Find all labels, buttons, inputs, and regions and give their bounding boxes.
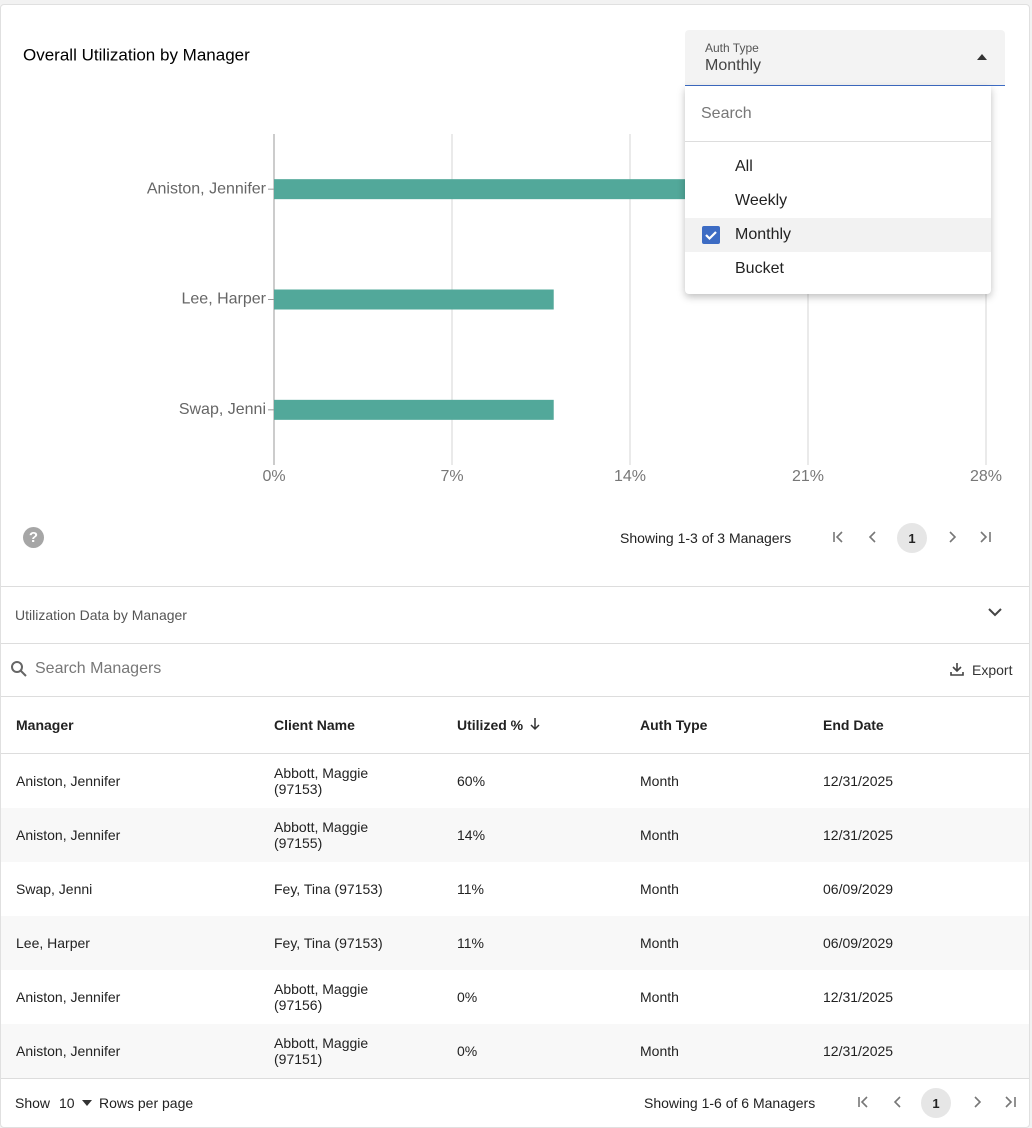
divider bbox=[1, 696, 1029, 697]
table-cell: 0% bbox=[457, 989, 478, 1005]
table-cell: 14% bbox=[457, 827, 486, 843]
chart-pagination-summary: Showing 1-3 of 3 Managers bbox=[620, 530, 792, 546]
x-tick-label: 28% bbox=[970, 468, 1002, 485]
column-header[interactable]: Manager bbox=[16, 717, 74, 733]
card: Overall Utilization by Manager 0% 7% 14% 21… bbox=[0, 4, 1030, 1128]
y-tick-label: Lee, Harper bbox=[182, 291, 267, 308]
x-tick-label: 21% bbox=[792, 468, 824, 485]
table-cell: 06/09/2029 bbox=[823, 881, 894, 897]
table-page[interactable]: 1 bbox=[921, 1088, 951, 1118]
table-cell: 11% bbox=[457, 881, 484, 897]
option-label: Monthly bbox=[735, 226, 792, 243]
table-row: Aniston, Jennifer Abbott, Maggie (97156) 0… bbox=[1, 970, 1029, 1024]
rows-per-page-label: Rows per page bbox=[99, 1095, 194, 1111]
table-row: Aniston, Jennifer Abbott, Maggie (97155) 1… bbox=[1, 808, 1029, 862]
table-cell: 0% bbox=[457, 1043, 478, 1059]
bar bbox=[274, 399, 554, 420]
auth-type-select[interactable]: Auth Type Monthly bbox=[685, 30, 1005, 86]
table-cell: Month bbox=[640, 989, 679, 1005]
divider bbox=[1, 1078, 1029, 1079]
bar bbox=[274, 289, 554, 310]
table-row: Swap, Jenni Fey, Tina (97153) 11% Month 06/0… bbox=[1, 862, 1029, 916]
table-cell: Swap, Jenni bbox=[16, 881, 93, 897]
table-pagination-summary: Showing 1-6 of 6 Managers bbox=[644, 1095, 816, 1111]
table-pager-icons[interactable] bbox=[856, 1095, 1021, 1109]
column-header[interactable]: End Date bbox=[823, 717, 884, 733]
table-cell: 12/31/2025 bbox=[823, 773, 894, 789]
bar bbox=[274, 179, 745, 200]
column-header[interactable]: Auth Type bbox=[640, 717, 708, 733]
table-cell: Fey, Tina (97153) bbox=[274, 881, 383, 897]
table-cell: 12/31/2025 bbox=[823, 989, 894, 1005]
menu-option[interactable]: All bbox=[685, 150, 991, 184]
chart-title: Overall Utilization by Manager bbox=[23, 45, 250, 64]
divider bbox=[1, 643, 1029, 644]
sort-icon bbox=[529, 717, 541, 734]
table-cell: Aniston, Jennifer bbox=[16, 1043, 121, 1059]
export-icon bbox=[950, 663, 964, 676]
x-tick-label: 0% bbox=[262, 468, 285, 485]
table-row: Aniston, Jennifer Abbott, Maggie (97151) 0… bbox=[1, 1024, 1029, 1078]
table-cell: Fey, Tina (97153) bbox=[274, 935, 383, 951]
table-cell: 06/09/2029 bbox=[823, 935, 894, 951]
show-label: Show bbox=[15, 1095, 51, 1111]
option-label: All bbox=[735, 158, 753, 175]
check bbox=[705, 231, 717, 241]
table-cell: Month bbox=[640, 935, 679, 951]
caret-down bbox=[82, 1100, 92, 1106]
x-tick-label: 14% bbox=[614, 468, 646, 485]
table-cell: Month bbox=[640, 773, 679, 789]
table-cell: 12/31/2025 bbox=[823, 1043, 894, 1059]
chart: Overall Utilization by Manager 0% 7% 14% 21… bbox=[23, 45, 1002, 485]
y-tick-label: Aniston, Jennifer bbox=[147, 180, 267, 197]
table-cell: Aniston, Jennifer bbox=[16, 827, 121, 843]
menu-option[interactable]: Weekly bbox=[685, 184, 991, 218]
column-header[interactable]: Utilized % bbox=[457, 717, 524, 733]
column-header[interactable]: Client Name bbox=[274, 717, 355, 733]
table-row: Lee, Harper Fey, Tina (97153) 11% Month 06/0… bbox=[1, 916, 1029, 970]
menu-search[interactable]: Search bbox=[701, 105, 752, 122]
divider bbox=[685, 141, 991, 142]
table-cell: Abbott, Maggie (97155) bbox=[274, 819, 369, 851]
table-cell: Aniston, Jennifer bbox=[16, 989, 121, 1005]
checkbox-checked bbox=[702, 226, 720, 244]
table-cell: Aniston, Jennifer bbox=[16, 773, 121, 789]
sort-arrow bbox=[530, 718, 540, 731]
table-cell: Month bbox=[640, 827, 679, 843]
select-label: Auth Type bbox=[705, 41, 759, 55]
table-cell: Abbott, Maggie (97151) bbox=[274, 1035, 369, 1067]
search-managers[interactable]: Search Managers bbox=[35, 660, 162, 677]
table-cell: Month bbox=[640, 1043, 679, 1059]
menu-option[interactable]: Bucket bbox=[685, 252, 991, 286]
chart-page[interactable]: 1 bbox=[897, 523, 927, 553]
divider bbox=[1, 586, 1029, 587]
help-icon[interactable]: ? bbox=[23, 527, 44, 548]
search-icon bbox=[11, 661, 27, 677]
y-tick-label: Swap, Jenni bbox=[179, 401, 266, 418]
select-value: Monthly bbox=[705, 57, 762, 74]
export-button[interactable]: Export bbox=[972, 662, 1013, 678]
chart-pager-icons[interactable] bbox=[831, 530, 996, 544]
option-label: Bucket bbox=[735, 260, 784, 277]
table-row: Aniston, Jennifer Abbott, Maggie (97153) 6… bbox=[1, 754, 1029, 808]
option-label: Weekly bbox=[735, 192, 788, 209]
caret-up bbox=[977, 54, 987, 60]
table-cell: 12/31/2025 bbox=[823, 827, 894, 843]
table-cell: Lee, Harper bbox=[16, 935, 90, 951]
table-header: Manager Client Name Utilized % Auth Type End… bbox=[1, 697, 1029, 754]
table-cell: Abbott, Maggie (97156) bbox=[274, 981, 369, 1013]
table-cell: 60% bbox=[457, 773, 486, 789]
x-tick-label: 7% bbox=[440, 468, 463, 485]
menu-option[interactable]: Monthly bbox=[685, 218, 991, 252]
table-cell: Month bbox=[640, 881, 679, 897]
expand-icon[interactable] bbox=[988, 608, 1002, 617]
table-cell: 11% bbox=[457, 935, 484, 951]
table-cell: Abbott, Maggie (97153) bbox=[274, 765, 369, 797]
rows-per-page-select[interactable]: 10 bbox=[59, 1095, 75, 1111]
section-title: Utilization Data by Manager bbox=[15, 607, 187, 623]
dropdown-menu: Search All Weekly Monthly Bucket bbox=[685, 86, 991, 294]
